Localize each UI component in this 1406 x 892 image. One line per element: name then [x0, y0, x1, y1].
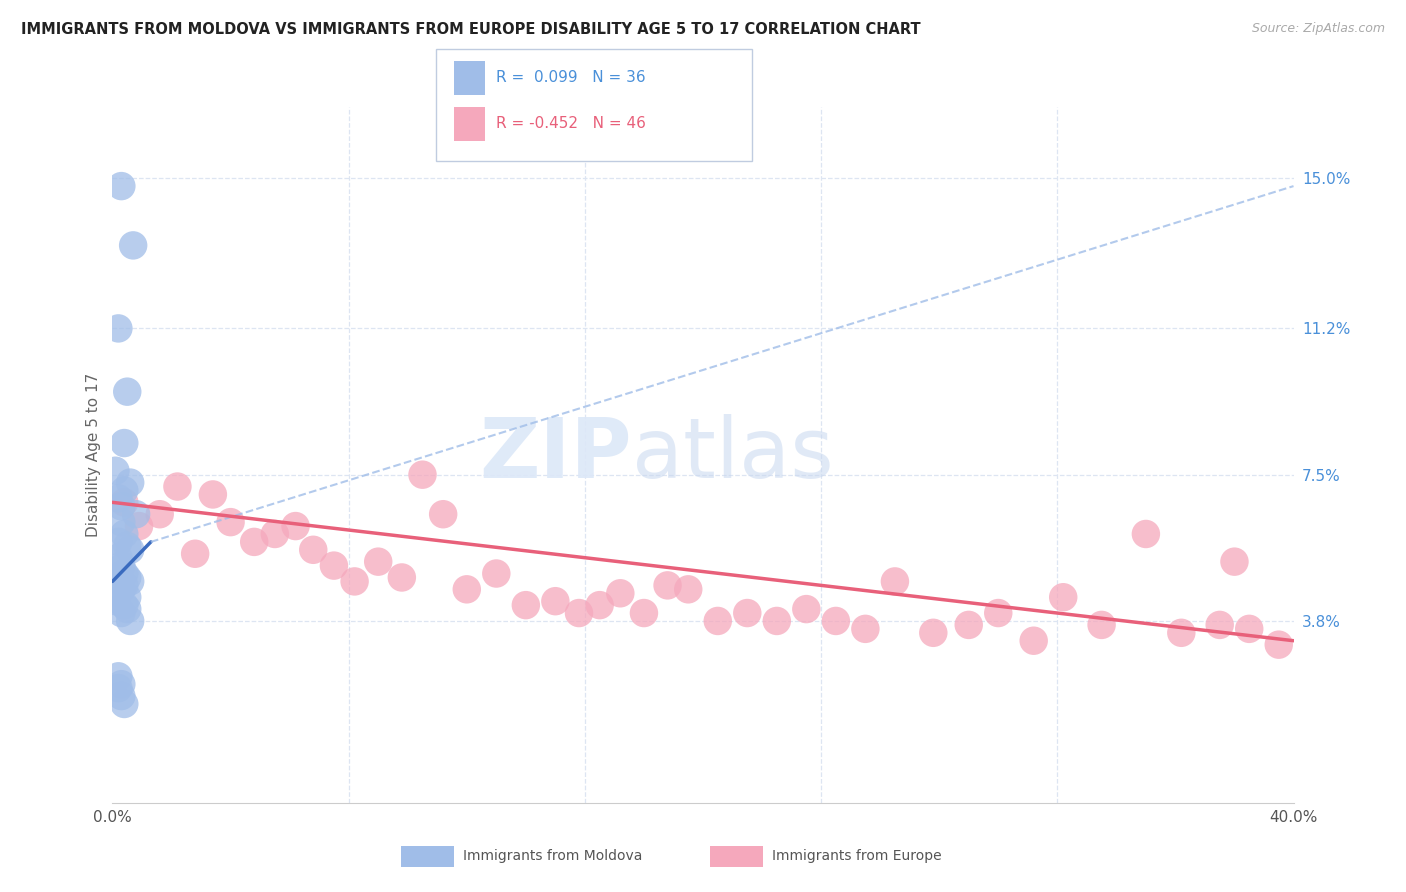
Point — [110, 179, 132, 194]
Point — [112, 578, 135, 592]
Point — [149, 507, 172, 521]
Point — [110, 689, 132, 703]
Point — [104, 464, 127, 478]
Point — [110, 500, 132, 514]
Point — [987, 606, 1010, 620]
Point — [117, 539, 138, 553]
Point — [201, 487, 224, 501]
Point — [243, 534, 266, 549]
Point — [166, 479, 188, 493]
Point — [657, 578, 679, 592]
Point — [104, 594, 127, 608]
Point — [117, 570, 138, 584]
Text: R = -0.452   N = 46: R = -0.452 N = 46 — [496, 116, 647, 131]
Point — [107, 586, 129, 600]
Point — [432, 507, 454, 521]
Point — [125, 507, 148, 521]
Point — [110, 677, 132, 691]
Point — [1052, 591, 1074, 605]
Point — [107, 491, 129, 506]
Point — [1022, 633, 1045, 648]
Point — [128, 519, 150, 533]
Point — [112, 527, 135, 541]
Point — [1208, 618, 1232, 632]
Text: ZIP: ZIP — [479, 415, 633, 495]
Point — [110, 582, 132, 597]
Point — [112, 598, 135, 612]
Point — [737, 606, 759, 620]
Point — [1135, 527, 1157, 541]
Point — [107, 669, 129, 683]
Point — [107, 534, 129, 549]
Point — [824, 614, 846, 628]
Point — [411, 467, 433, 482]
Point — [766, 614, 789, 628]
Point — [456, 582, 478, 597]
Point — [323, 558, 346, 573]
Point — [515, 598, 537, 612]
Point — [367, 555, 389, 569]
Text: Source: ZipAtlas.com: Source: ZipAtlas.com — [1251, 22, 1385, 36]
Point — [678, 582, 700, 597]
Point — [302, 542, 325, 557]
Point — [1223, 555, 1246, 569]
Point — [107, 550, 129, 565]
Point — [112, 697, 135, 711]
Point — [219, 515, 242, 529]
Point — [107, 321, 129, 335]
Point — [112, 483, 135, 498]
Point — [922, 625, 945, 640]
Point — [122, 238, 145, 252]
Point — [1170, 625, 1192, 640]
Point — [117, 384, 138, 399]
Point — [110, 558, 132, 573]
Text: Immigrants from Europe: Immigrants from Europe — [772, 849, 942, 863]
Point — [120, 614, 142, 628]
Point — [1091, 618, 1114, 632]
Point — [117, 602, 138, 616]
Point — [1239, 622, 1261, 636]
Point — [588, 598, 610, 612]
Point — [544, 594, 567, 608]
Point — [485, 566, 508, 581]
Point — [112, 436, 135, 450]
Point — [609, 586, 631, 600]
Text: IMMIGRANTS FROM MOLDOVA VS IMMIGRANTS FROM EUROPE DISABILITY AGE 5 TO 17 CORRELA: IMMIGRANTS FROM MOLDOVA VS IMMIGRANTS FR… — [21, 22, 921, 37]
Point — [855, 622, 877, 636]
Point — [264, 527, 287, 541]
Point — [568, 606, 591, 620]
Point — [120, 542, 142, 557]
Point — [120, 574, 142, 589]
Point — [112, 566, 135, 581]
Point — [110, 606, 132, 620]
Point — [1268, 638, 1291, 652]
Point — [107, 681, 129, 695]
Point — [343, 574, 366, 589]
Point — [284, 519, 307, 533]
Point — [117, 591, 138, 605]
Point — [391, 570, 413, 584]
Y-axis label: Disability Age 5 to 17: Disability Age 5 to 17 — [86, 373, 101, 537]
Point — [706, 614, 728, 628]
Point — [633, 606, 655, 620]
Text: Immigrants from Moldova: Immigrants from Moldova — [463, 849, 643, 863]
Point — [796, 602, 818, 616]
Point — [184, 547, 207, 561]
Point — [120, 475, 142, 490]
Point — [110, 515, 132, 529]
Point — [884, 574, 907, 589]
Text: R =  0.099   N = 36: R = 0.099 N = 36 — [496, 70, 645, 85]
Text: atlas: atlas — [633, 415, 834, 495]
Point — [112, 495, 135, 509]
Point — [107, 563, 129, 577]
Point — [957, 618, 980, 632]
